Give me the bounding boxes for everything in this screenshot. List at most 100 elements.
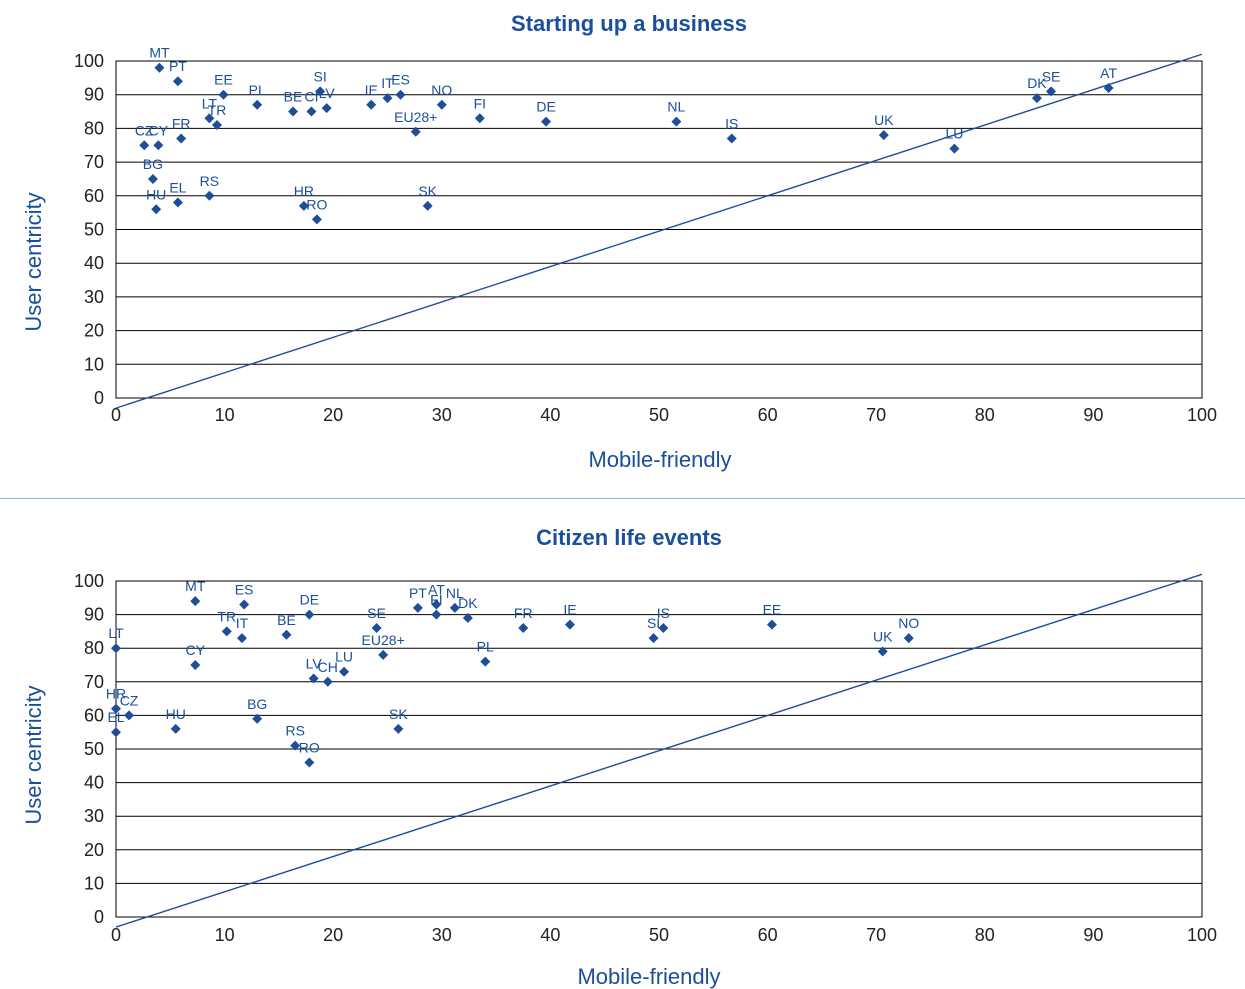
point-label: DE — [300, 592, 319, 608]
x-tick-label: 80 — [975, 405, 995, 425]
x-tick-label: 50 — [649, 405, 669, 425]
data-point-sk — [422, 200, 433, 211]
data-point-ch — [322, 676, 333, 687]
data-point-hu — [151, 204, 162, 215]
point-label: DE — [536, 99, 555, 115]
data-point-lt — [204, 113, 215, 124]
data-point-eu28 — [410, 126, 421, 137]
point-label: SK — [418, 183, 437, 199]
point-label: IS — [657, 605, 670, 621]
point-label: LV — [319, 85, 336, 101]
data-point-ie — [564, 619, 575, 630]
y-axis-title: User centricity — [21, 685, 46, 824]
data-point-lv — [321, 103, 332, 114]
scatter-plot-citizen: Citizen life events Mobile-friendly User… — [21, 525, 1217, 989]
x-tick-label: 90 — [1083, 405, 1103, 425]
x-tick-label: 70 — [866, 925, 886, 945]
point-label: PT — [169, 58, 187, 74]
data-point-it — [236, 633, 247, 644]
data-point-bg — [147, 173, 158, 184]
y-tick-label: 40 — [84, 253, 104, 273]
y-tick-label: 20 — [84, 321, 104, 341]
point-label: FR — [172, 116, 191, 132]
point-label: HR — [106, 686, 126, 702]
data-point-uk — [878, 130, 889, 141]
point-label: DK — [1027, 75, 1047, 91]
data-point-fr — [176, 133, 187, 144]
point-label: IT — [236, 615, 249, 631]
data-point-rs — [290, 740, 301, 751]
point-label: MT — [149, 45, 170, 61]
x-tick-label: 40 — [540, 925, 560, 945]
data-point-hr — [111, 703, 121, 714]
data-point-se — [1046, 86, 1057, 97]
y-tick-label: 90 — [84, 605, 104, 625]
point-label: TR — [208, 102, 227, 118]
data-point-cy — [190, 660, 201, 670]
x-tick-label: 40 — [540, 405, 560, 425]
data-point-be — [288, 106, 299, 117]
data-point-ci — [306, 106, 317, 117]
reference-diagonal — [115, 53, 1203, 409]
point-label: PL — [477, 639, 494, 655]
y-tick-label: 20 — [84, 840, 104, 860]
gridlines — [115, 580, 1203, 918]
point-label: IS — [725, 116, 738, 132]
y-tick-label: 80 — [84, 118, 104, 138]
y-tick-label: 40 — [84, 773, 104, 793]
x-tick-label: 10 — [215, 925, 235, 945]
x-tick-labels: 0 10 20 30 40 50 60 70 80 90 100 — [111, 405, 1217, 425]
y-tick-labels: 0 10 20 30 40 50 60 70 80 90 100 — [74, 571, 104, 927]
x-tick-label: 20 — [323, 925, 343, 945]
x-tick-label: 0 — [111, 405, 121, 425]
point-label: FR — [514, 605, 533, 621]
data-point-es — [239, 599, 250, 610]
x-tick-label: 30 — [432, 925, 452, 945]
point-label: CZ — [135, 122, 154, 138]
data-point-de — [541, 116, 552, 127]
y-tick-label: 30 — [84, 806, 104, 826]
gridlines — [115, 60, 1203, 399]
point-label: CZ — [120, 692, 139, 708]
point-label: CY — [186, 642, 206, 658]
point-label: LV — [306, 655, 323, 671]
data-point-el — [111, 727, 121, 738]
x-axis-title: Mobile-friendly — [588, 447, 731, 472]
y-tick-label: 60 — [84, 705, 104, 725]
data-point-mt — [190, 596, 201, 607]
data-point-si — [315, 86, 326, 97]
x-tick-label: 10 — [215, 405, 235, 425]
point-label: IE — [563, 602, 576, 618]
data-point-dk — [462, 612, 473, 623]
data-point-tr — [211, 120, 222, 131]
y-tick-label: 90 — [84, 85, 104, 105]
y-tick-label: 70 — [84, 672, 104, 692]
data-point-ee — [766, 619, 777, 630]
point-label: LT — [108, 625, 124, 641]
x-tick-label: 70 — [866, 405, 886, 425]
reference-line — [115, 573, 1203, 928]
scatter-plot-business: Starting up a business Mobile-friendly U… — [21, 11, 1217, 472]
y-tick-label: 70 — [84, 152, 104, 172]
point-label: IE — [365, 82, 378, 98]
data-point-cy — [153, 140, 164, 151]
data-point-se — [371, 623, 382, 634]
point-label: AT — [428, 582, 445, 598]
reference-diagonal — [115, 573, 1203, 928]
data-point-de — [304, 609, 315, 620]
point-label: FI — [430, 592, 442, 608]
x-tick-label: 60 — [758, 925, 778, 945]
point-label: SE — [367, 605, 386, 621]
data-point-lu — [339, 666, 350, 677]
data-point-es — [395, 89, 406, 100]
data-point-tr — [221, 626, 232, 637]
x-tick-label: 0 — [111, 925, 121, 945]
y-tick-label: 60 — [84, 186, 104, 206]
x-tick-label: 100 — [1187, 925, 1217, 945]
data-point-pl — [480, 656, 491, 667]
y-tick-labels: 0 10 20 30 40 50 60 70 80 90 100 — [74, 51, 104, 408]
data-point-it — [382, 93, 393, 104]
data-point-no — [436, 99, 447, 110]
point-label: UK — [873, 629, 893, 645]
